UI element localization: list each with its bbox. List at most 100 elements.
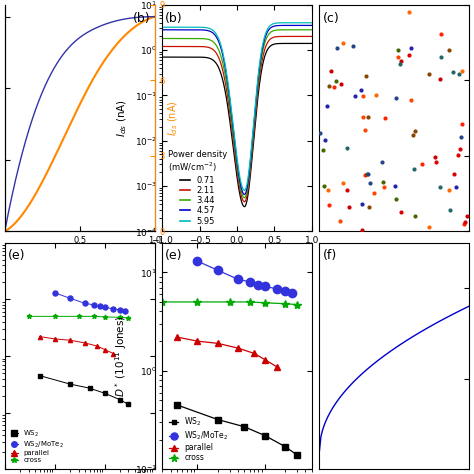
0.71 (249, 160, 255, 166)
Point (380, 183, 388, 191)
Point (323, 103, 331, 110)
4.57 (231, 135, 237, 140)
Point (398, 209, 405, 216)
Point (397, 57, 404, 65)
0.71 (231, 152, 237, 158)
Point (446, 186, 453, 193)
WS$_2$/MoTe$_2$ (282, 288, 288, 293)
3.44 (309, 27, 315, 33)
WS$_2$/MoTe$_2$ (289, 290, 294, 296)
Point (436, 75, 443, 83)
Point (409, 131, 417, 139)
Point (352, 92, 359, 100)
2.11 (242, 199, 247, 205)
Point (349, 43, 356, 50)
Point (457, 133, 465, 140)
parallel (174, 334, 180, 340)
Point (446, 206, 454, 214)
Point (365, 203, 373, 211)
4.57 (240, 191, 246, 196)
0.71 (240, 203, 246, 209)
Point (327, 67, 334, 74)
Point (458, 120, 465, 128)
cross (282, 301, 288, 307)
2.11 (231, 145, 237, 151)
parallel (235, 345, 241, 351)
2.11 (249, 155, 255, 161)
Point (359, 92, 367, 100)
Point (456, 145, 464, 152)
0.71 (309, 41, 315, 46)
Line: 5.95: 5.95 (162, 23, 312, 191)
Point (432, 158, 439, 166)
Point (405, 51, 413, 59)
Text: (e): (e) (165, 249, 182, 263)
2.11 (240, 198, 246, 203)
5.95 (240, 186, 246, 192)
4.57 (242, 191, 247, 197)
Point (431, 153, 439, 160)
Point (455, 70, 463, 78)
Point (339, 180, 346, 187)
cross (194, 299, 200, 305)
Point (411, 127, 419, 135)
Text: (b): (b) (165, 11, 182, 25)
WS$_2$ (215, 417, 220, 422)
Point (334, 45, 341, 52)
Point (320, 182, 328, 190)
Point (394, 53, 402, 61)
Point (358, 227, 365, 234)
Point (325, 201, 333, 209)
Point (337, 217, 344, 225)
Point (362, 73, 370, 80)
WS$_2$/MoTe$_2$ (274, 286, 280, 292)
3.44 (283, 27, 288, 33)
Point (407, 45, 415, 52)
Text: (e): (e) (8, 249, 25, 263)
Point (410, 165, 418, 173)
Point (452, 183, 459, 191)
Point (364, 170, 372, 178)
parallel (194, 338, 200, 344)
2.11 (309, 34, 315, 39)
Point (346, 203, 353, 211)
5.95 (242, 188, 247, 193)
5.95 (230, 123, 236, 129)
Point (450, 170, 457, 177)
2.11 (159, 44, 165, 49)
WS$_2$ (282, 444, 288, 449)
Point (332, 77, 339, 84)
5.95 (306, 20, 311, 26)
Point (454, 152, 461, 159)
Point (407, 96, 415, 104)
Point (449, 68, 457, 76)
Point (405, 8, 413, 15)
3.44 (242, 195, 247, 201)
4.57 (230, 127, 236, 132)
5.95 (283, 20, 288, 26)
Point (437, 30, 444, 37)
Y-axis label: $D^*$ ($10^{11}$ Jones): $D^*$ ($10^{11}$ Jones) (114, 315, 129, 397)
Legend: WS$_2$, WS$_2$/MoTe$_2$, parallel, cross: WS$_2$, WS$_2$/MoTe$_2$, parallel, cross (8, 426, 67, 466)
2.11 (306, 34, 311, 39)
Point (380, 178, 387, 185)
Legend: 0.71, 2.11, 3.44, 4.57, 5.95: 0.71, 2.11, 3.44, 4.57, 5.95 (166, 148, 229, 227)
Point (359, 113, 367, 121)
Point (358, 201, 366, 208)
cross (159, 299, 165, 305)
3.44 (230, 132, 236, 138)
WS$_2$/MoTe$_2$ (255, 282, 261, 287)
Y-axis label: $I_{ds}$ (nA): $I_{ds}$ (nA) (166, 100, 180, 136)
Point (361, 171, 369, 179)
Point (425, 223, 433, 230)
Point (319, 146, 327, 153)
WS$_2$ (262, 433, 268, 438)
Line: cross: cross (158, 298, 301, 309)
WS$_2$ (174, 402, 180, 408)
WS$_2$/MoTe$_2$ (194, 258, 200, 264)
Point (365, 113, 372, 121)
Point (392, 94, 400, 101)
5.95 (159, 24, 165, 30)
cross (294, 302, 300, 308)
WS$_2$/MoTe$_2$ (262, 283, 268, 289)
